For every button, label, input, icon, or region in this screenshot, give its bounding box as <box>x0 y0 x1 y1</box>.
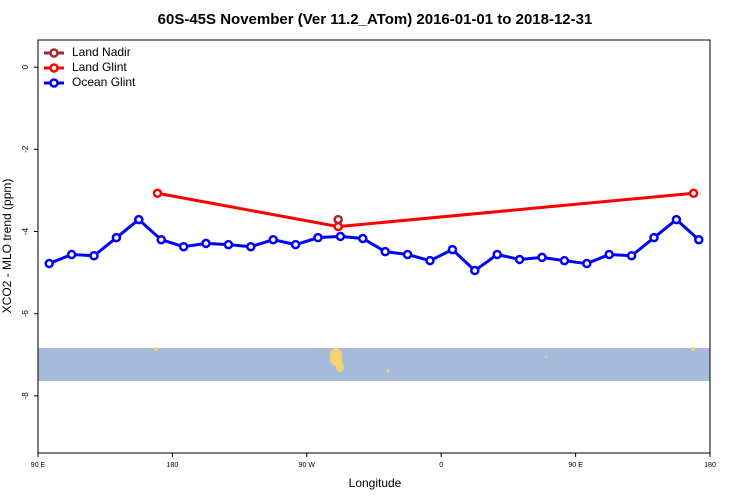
point <box>582 258 592 269</box>
ocean <box>38 348 710 381</box>
y-axis-label: XCO2 - MLO trend (ppm) <box>0 179 14 314</box>
point <box>649 232 659 243</box>
x-axis-label: Longitude <box>349 476 402 490</box>
point <box>380 246 390 257</box>
point <box>201 238 211 249</box>
point <box>559 255 570 266</box>
plot-frame <box>37 39 711 454</box>
point <box>537 252 547 263</box>
y-tick-label: -6 <box>21 310 30 318</box>
legend-label: Land Nadir <box>72 45 131 59</box>
point <box>358 233 368 244</box>
point <box>694 234 704 245</box>
legend-label: Land Glint <box>72 60 127 74</box>
legend-marker <box>49 78 59 88</box>
point <box>402 249 413 260</box>
land <box>545 356 547 358</box>
point <box>671 214 682 225</box>
map-strip <box>38 347 710 381</box>
x-tick-label: 90 E <box>31 462 46 469</box>
point <box>604 249 614 260</box>
y-tick-label: 0 <box>21 64 30 69</box>
point <box>246 241 256 252</box>
land <box>386 369 390 373</box>
land <box>330 348 342 366</box>
land <box>336 362 344 372</box>
point <box>152 188 163 199</box>
land <box>154 347 158 351</box>
point <box>134 214 144 225</box>
chart-title: 60S-45S November (Ver 11.2_ATom) 2016-01… <box>158 11 593 28</box>
point <box>333 221 343 232</box>
point <box>514 254 525 265</box>
point <box>470 265 480 276</box>
point <box>223 239 234 250</box>
x-tick-label: 90 W <box>299 462 316 469</box>
legend-marker <box>49 63 59 73</box>
point <box>268 234 278 245</box>
point <box>425 255 435 266</box>
legend-marker <box>49 48 59 58</box>
point <box>178 241 189 252</box>
point <box>626 250 637 261</box>
land <box>691 347 695 351</box>
y-tick-label: -2 <box>21 145 30 153</box>
x-tick-label: 0 <box>439 462 443 469</box>
point <box>688 188 699 199</box>
point <box>290 239 301 250</box>
legend-label: Ocean Glint <box>72 75 136 89</box>
point <box>44 258 54 269</box>
point <box>335 231 346 242</box>
y-tick-label: -4 <box>21 227 30 235</box>
point <box>66 249 77 260</box>
point <box>111 232 122 243</box>
point <box>447 244 458 255</box>
point <box>89 250 99 261</box>
x-tick-label: 180 <box>167 462 179 469</box>
x-tick-label: 90 E <box>568 462 583 469</box>
x-tick-label: 180 <box>704 462 716 469</box>
point <box>156 234 166 245</box>
y-tick-label: -8 <box>21 392 30 400</box>
point <box>313 232 323 243</box>
point <box>492 249 502 260</box>
